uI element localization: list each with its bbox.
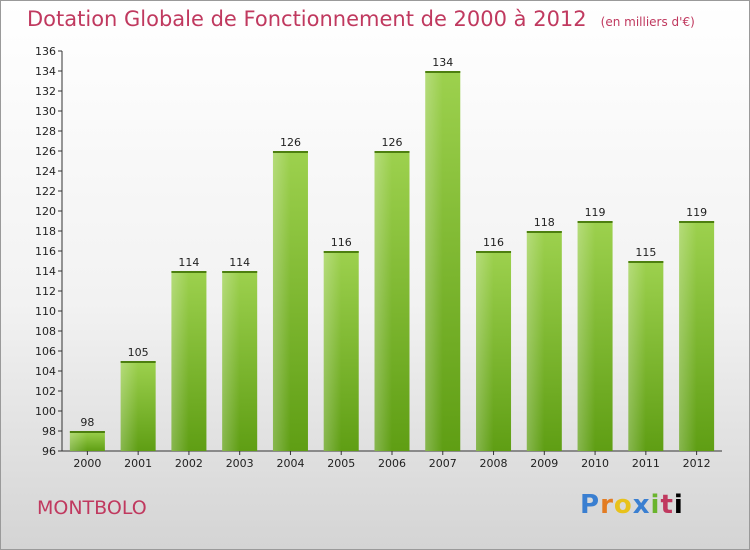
y-tick-label: 126 [35, 145, 56, 158]
y-tick-label: 106 [35, 345, 56, 358]
y-tick-label: 96 [42, 445, 56, 458]
x-tick-label-2011: 2011 [632, 457, 660, 470]
y-tick-label: 136 [35, 45, 56, 58]
value-label-2003: 114 [229, 256, 250, 269]
value-label-2001: 105 [128, 346, 149, 359]
bar-cap-2012 [679, 221, 715, 223]
commune-name: MONTBOLO [37, 497, 147, 519]
bar-shine-2010 [577, 223, 596, 451]
bars [69, 71, 715, 451]
bar-shine-2009 [526, 233, 545, 451]
y-tick-label: 130 [35, 105, 56, 118]
y-tick-label: 110 [35, 305, 56, 318]
bar-shine-2011 [628, 263, 646, 451]
x-tick-label-2001: 2001 [124, 457, 152, 470]
y-tick-label: 114 [35, 265, 56, 278]
x-tick-label-2007: 2007 [429, 457, 457, 470]
x-tick-label-2000: 2000 [73, 457, 101, 470]
y-tick-label: 98 [42, 425, 56, 438]
y-tick-label: 104 [35, 365, 56, 378]
bar-shine-2006 [374, 153, 392, 451]
chart-title: Dotation Globale de Fonctionnement de 20… [27, 7, 695, 31]
y-tick-label: 134 [35, 65, 56, 78]
value-label-2009: 118 [534, 216, 555, 229]
value-label-2006: 126 [382, 136, 403, 149]
y-tick-label: 122 [35, 185, 56, 198]
value-labels: 98 105 114 114 126 116 126 134 116 118 119 115 119 [80, 56, 707, 429]
bar-cap-2007 [425, 71, 461, 73]
value-label-2012: 119 [686, 206, 707, 219]
bar-shine-2008 [476, 253, 494, 451]
x-tick-label-2008: 2008 [480, 457, 508, 470]
bar-shine-2003 [222, 273, 240, 451]
y-tick-label: 118 [35, 225, 56, 238]
value-label-2000: 98 [80, 416, 94, 429]
value-label-2002: 114 [178, 256, 199, 269]
x-tick-label-2003: 2003 [226, 457, 254, 470]
value-label-2004: 126 [280, 136, 301, 149]
y-tick-label: 100 [35, 405, 56, 418]
value-label-2007: 134 [432, 56, 453, 69]
y-tick-label: 132 [35, 85, 56, 98]
bar-cap-2011 [628, 261, 664, 263]
bar-cap-2006 [374, 151, 410, 153]
chart-title-main: Dotation Globale de Fonctionnement de 20… [27, 7, 587, 31]
value-label-2011: 115 [635, 246, 656, 259]
bar-cap-2003 [222, 271, 258, 273]
x-tick-label-2010: 2010 [581, 457, 609, 470]
x-tick-label-2012: 2012 [683, 457, 711, 470]
bar-shine-2007 [425, 73, 443, 451]
bar-shine-2004 [272, 153, 291, 451]
y-tick-label: 108 [35, 325, 56, 338]
x-tick-label-2009: 2009 [530, 457, 558, 470]
value-label-2005: 116 [331, 236, 352, 249]
bar-shine-2001 [120, 363, 139, 451]
x-tick-label-2004: 2004 [276, 457, 304, 470]
bar-cap-2005 [323, 251, 359, 253]
bar-cap-2009 [526, 231, 562, 233]
y-tick-label: 102 [35, 385, 56, 398]
x-tick-label-2006: 2006 [378, 457, 406, 470]
value-label-2010: 119 [585, 206, 606, 219]
bar-shine-2002 [171, 273, 189, 451]
value-label-2008: 116 [483, 236, 504, 249]
bar-shine-2012 [679, 223, 697, 451]
y-tick-label: 120 [35, 205, 56, 218]
y-tick-label: 112 [35, 285, 56, 298]
bar-shine-2000 [69, 433, 88, 451]
bar-cap-2004 [272, 151, 308, 153]
y-tick-label: 128 [35, 125, 56, 138]
y-tick-label: 124 [35, 165, 56, 178]
bar-cap-2001 [120, 361, 156, 363]
x-axis: 2000 2001 2002 2003 2004 2005 2006 2007 2008 2009… [62, 450, 722, 470]
x-tick-label-2002: 2002 [175, 457, 203, 470]
bar-cap-2010 [577, 221, 613, 223]
y-axis: 96 98 100 102 104 106 108 110 112 114 116 118 120 122… [35, 45, 63, 458]
proxiti-logo: Proxiti [580, 490, 684, 520]
x-tick-label-2005: 2005 [327, 457, 355, 470]
bar-cap-2002 [171, 271, 207, 273]
y-tick-label: 116 [35, 245, 56, 258]
bar-cap-2008 [476, 251, 512, 253]
chart-title-unit: (en milliers d'€) [600, 15, 695, 29]
bar-cap-2000 [69, 431, 105, 433]
bar-shine-2005 [323, 253, 342, 451]
